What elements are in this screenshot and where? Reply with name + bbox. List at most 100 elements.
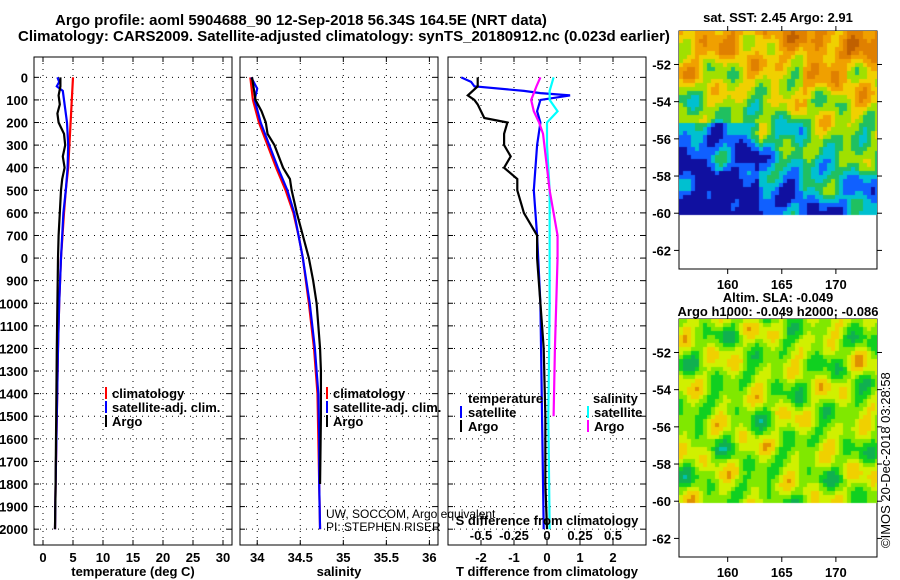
imos-timestamp: ©IMOS 20-Dec-2018 03:28:58 [878, 372, 893, 548]
legend-title-temperature: temperature [468, 391, 543, 406]
series-line-satellite-adj-clim- [250, 76, 322, 530]
x-tick-label: 25 [186, 550, 200, 565]
plot-frame [239, 56, 439, 546]
y-tick-label: 1500 [0, 409, 28, 424]
map-x-tick-label: 170 [825, 565, 847, 580]
y-tick-label: 500 [6, 183, 28, 198]
series-line-s-satellite [545, 77, 559, 530]
map-x-tick-label: 170 [825, 277, 847, 292]
legend-label: Argo [594, 419, 624, 434]
y-tick-label: 1000 [0, 296, 28, 311]
map-y-tick-label: -52 [652, 57, 671, 72]
y-tick-label: 2000 [0, 522, 28, 537]
s-tick-label: 0.5 [604, 528, 622, 543]
sla-map-image [679, 319, 877, 511]
y-tick-label: 200 [6, 116, 28, 131]
panel-temperature [33, 56, 233, 546]
plot-frame [447, 56, 647, 546]
legend-title-salinity: salinity [593, 391, 639, 406]
y-tick-label: 1100 [0, 319, 28, 334]
series-line-t-argo [466, 77, 549, 530]
map-y-tick-label: -54 [652, 383, 672, 398]
series-line-t-satellite [460, 76, 571, 530]
map-y-tick-label: -54 [652, 95, 672, 110]
x-axis-label: T difference from climatology [456, 564, 639, 579]
s-axis-label: S difference from climatology [456, 513, 640, 528]
legend-label: Argo [112, 414, 142, 429]
legend-label: Argo [468, 419, 498, 434]
x-tick-label: 30 [216, 550, 230, 565]
sla-map-title: Altim. SLA: -0.049 [723, 290, 834, 305]
map-y-tick-label: -60 [652, 206, 671, 221]
series-line-argo [53, 77, 67, 530]
map-x-tick-label: 160 [717, 277, 739, 292]
legend-label: satellite [594, 405, 642, 420]
legend-label: satellite [468, 405, 516, 420]
y-tick-label: 900 [6, 274, 28, 289]
title-line-2: Climatology: CARS2009. Satellite-adjuste… [18, 28, 670, 45]
y-tick-label: 1400 [0, 387, 28, 402]
legend-label: climatology [112, 386, 185, 401]
x-tick-label: 0 [543, 550, 550, 565]
map-x-tick-label: 165 [771, 277, 793, 292]
y-tick-label: 1600 [0, 432, 28, 447]
map-x-tick-label: 165 [771, 565, 793, 580]
s-tick-label: 0 [543, 528, 550, 543]
sst-map-title: sat. SST: 2.45 Argo: 2.91 [703, 10, 853, 25]
x-tick-label: -2 [475, 550, 487, 565]
y-tick-label: 300 [6, 138, 28, 153]
legend-label: satellite-adj. clim. [112, 400, 220, 415]
sla-map-subtitle: Argo h1000: -0.049 h2000: -0.086 [678, 304, 879, 319]
y-tick-label: 700 [6, 228, 28, 243]
x-tick-label: 0 [39, 550, 46, 565]
x-tick-label: 35 [336, 550, 350, 565]
y-tick-label: 1900 [0, 500, 28, 515]
x-tick-label: 36 [422, 550, 436, 565]
x-tick-label: 20 [156, 550, 170, 565]
s-tick-label: 0.25 [567, 528, 592, 543]
sst-map-image [679, 31, 877, 223]
credit-line-2: PI: STEPHEN RISER [326, 520, 441, 534]
y-tick-label: 100 [6, 93, 28, 108]
y-tick-label: 1200 [0, 341, 28, 356]
map-y-tick-label: -62 [652, 531, 671, 546]
y-tick-label: 1700 [0, 454, 28, 469]
map-y-tick-label: -62 [652, 243, 671, 258]
legend-label: climatology [333, 386, 406, 401]
legend-label: Argo [333, 414, 363, 429]
legend-label: satellite-adj. clim. [333, 400, 441, 415]
x-tick-label: 35.5 [374, 550, 399, 565]
map-x-tick-label: 160 [717, 565, 739, 580]
x-tick-label: 34.5 [288, 550, 313, 565]
x-tick-label: -1 [508, 550, 520, 565]
x-tick-label: 1 [576, 550, 583, 565]
map-y-tick-label: -60 [652, 494, 671, 509]
y-tick-label: 1300 [0, 364, 28, 379]
plot-frame [33, 56, 233, 546]
map-y-tick-label: -58 [652, 169, 671, 184]
y-tick-label: 0 [21, 70, 28, 85]
s-tick-label: -0.25 [499, 528, 529, 543]
series-line-s-argo [530, 76, 559, 417]
x-tick-label: 5 [69, 550, 76, 565]
s-tick-label: -0.5 [470, 528, 492, 543]
y-tick-label: 1800 [0, 477, 28, 492]
x-tick-label: 34 [250, 550, 265, 565]
map-y-tick-label: -58 [652, 457, 671, 472]
x-tick-label: 2 [609, 550, 616, 565]
x-tick-label: 10 [96, 550, 110, 565]
map-y-tick-label: -56 [652, 420, 671, 435]
y-tick-label: 0 [21, 251, 28, 266]
panel-salinity [239, 56, 439, 546]
title-line-1: Argo profile: aoml 5904688_90 12-Sep-201… [55, 12, 547, 29]
x-tick-label: 15 [126, 550, 140, 565]
series-line-argo [250, 77, 323, 485]
y-tick-label: 600 [6, 206, 28, 221]
x-axis-label: salinity [317, 564, 363, 579]
map-y-tick-label: -56 [652, 132, 671, 147]
x-axis-label: temperature (deg C) [71, 564, 195, 579]
credit-line-1: UW, SOCCOM, Argo equivalent [326, 507, 496, 521]
map-y-tick-label: -52 [652, 345, 671, 360]
